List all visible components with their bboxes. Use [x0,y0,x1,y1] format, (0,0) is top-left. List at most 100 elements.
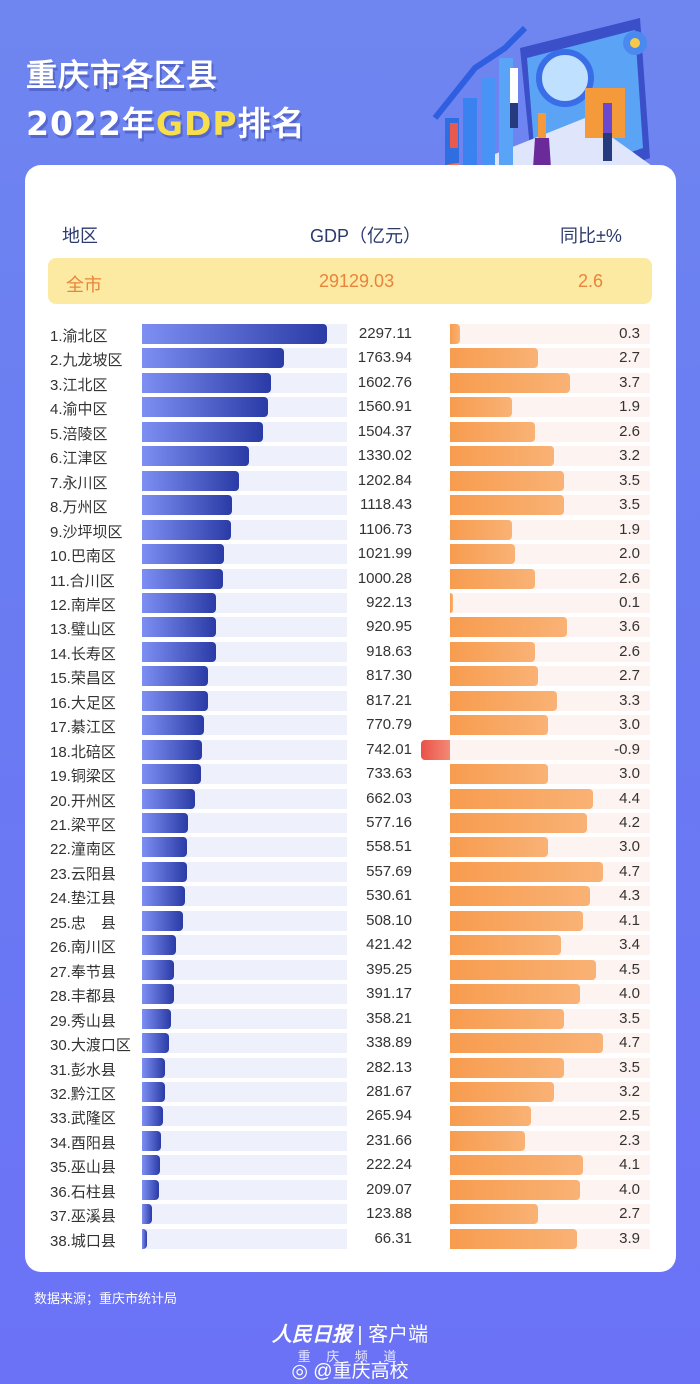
logo-brand: 人民日报 [271,1322,352,1346]
growth-value: 2.0 [619,545,640,563]
region-name: 36.石柱县 [50,1183,116,1201]
gdp-bar-track [142,935,347,956]
gdp-value: 1763.94 [357,349,412,367]
growth-bar [450,544,515,565]
table-row: 29.秀山县 358.21 3.5 [0,1008,700,1030]
growth-bar [450,1081,554,1102]
gdp-bar [142,1057,165,1078]
region-name: 34.酉阳县 [50,1134,116,1152]
region-name: 37.巫溪县 [50,1208,116,1226]
gdp-value: 558.51 [366,838,412,856]
gdp-value: 1021.99 [357,545,412,563]
growth-value: 4.1 [619,911,640,929]
growth-bar [450,666,538,687]
growth-bar [450,788,593,809]
region-name: 22.潼南区 [50,841,116,859]
table-row: 4.渝中区 1560.91 1.9 [0,396,700,418]
growth-value: 4.2 [619,814,640,831]
region-name: 31.彭水县 [50,1061,116,1079]
logo-suffix: 客户端 [368,1324,429,1346]
region-name: 19.铜梁区 [50,768,116,786]
table-row: 25.忠 县 508.10 4.1 [0,910,700,932]
growth-bar-track [450,739,650,760]
growth-value: 4.7 [619,862,640,880]
table-row: 27.奉节县 395.25 4.5 [0,959,700,981]
region-name: 13.璧山区 [50,621,116,639]
gdp-value: 265.94 [366,1107,412,1125]
region-name: 5.涪陵区 [50,425,108,443]
gdp-value: 66.31 [374,1229,412,1247]
gdp-bar [142,592,217,613]
growth-bar [450,1179,580,1200]
gdp-bar [142,666,208,687]
table-row: 23.云阳县 557.69 4.7 [0,861,700,883]
gdp-value: 1330.02 [357,447,412,465]
gdp-bar-track [142,1008,347,1029]
gdp-bar [142,837,187,858]
growth-value: 3.2 [619,1082,640,1100]
growth-value: 0.3 [619,325,640,342]
gdp-value: 123.88 [366,1205,412,1223]
table-row: 13.璧山区 920.95 3.6 [0,616,700,638]
growth-value: 2.6 [619,569,640,587]
title-rank: 排名 [237,104,306,143]
table-row: 32.黔江区 281.67 3.2 [0,1081,700,1103]
gdp-bar-track [142,1130,347,1151]
gdp-bar [142,1081,165,1102]
gdp-bar-track [142,1228,347,1249]
growth-bar [450,397,512,418]
region-name: 32.黔江区 [50,1085,116,1103]
table-row: 3.江北区 1602.76 3.7 [0,372,700,394]
gdp-value: 1106.73 [358,520,412,538]
gdp-bar [142,886,185,907]
gdp-value: 770.79 [366,716,412,734]
growth-bar [450,372,571,393]
gdp-value: 557.69 [366,862,412,880]
growth-value: 2.6 [619,642,640,660]
growth-value: 3.9 [619,1229,640,1247]
gdp-bar-track [142,1204,347,1225]
table-row: 26.南川区 421.42 3.4 [0,934,700,956]
table-row: 14.长寿区 918.63 2.6 [0,641,700,663]
gdp-bar [142,519,232,540]
growth-value: 2.7 [619,667,640,685]
weibo-icon: ◎ [291,1361,314,1382]
gdp-value: 530.61 [366,887,412,905]
region-name: 3.江北区 [50,376,108,394]
growth-bar [450,641,535,662]
table-row: 22.潼南区 558.51 3.0 [0,836,700,858]
region-name: 30.大渡口区 [50,1037,131,1055]
gdp-value: 421.42 [366,936,412,954]
growth-value: 3.2 [619,447,640,465]
region-name: 18.北碚区 [50,743,116,761]
gdp-bar [142,715,205,736]
region-name: 9.沙坪坝区 [50,523,123,541]
table-row: 30.大渡口区 338.89 4.7 [0,1032,700,1054]
growth-bar [450,1204,538,1225]
region-name: 27.奉节县 [50,963,116,981]
gdp-bar [142,348,285,369]
gdp-bar [142,935,176,956]
table-row: 6.江津区 1330.02 3.2 [0,445,700,467]
gdp-value: 922.13 [366,593,412,611]
gdp-bar [142,1204,152,1225]
growth-bar [450,1228,577,1249]
table-row: 12.南岸区 922.13 0.1 [0,592,700,614]
gdp-value: 508.10 [366,911,412,929]
title-gdp: GDP [155,104,238,143]
growth-value: 1.9 [619,398,640,416]
total-growth: 2.6 [578,271,604,291]
growth-value: 0.1 [619,593,640,611]
growth-value: 3.5 [619,1058,640,1076]
growth-value: 4.4 [619,789,640,807]
growth-bar [450,1155,584,1176]
gdp-bar [142,739,202,760]
gdp-bar [142,788,196,809]
table-row: 7.永川区 1202.84 3.5 [0,470,700,492]
gdp-bar-track [142,813,347,833]
title-year: 2022年 [26,104,156,143]
region-name: 38.城口县 [50,1232,116,1250]
growth-bar [450,1106,532,1127]
region-name: 12.南岸区 [50,596,116,614]
gdp-bar [142,641,216,662]
